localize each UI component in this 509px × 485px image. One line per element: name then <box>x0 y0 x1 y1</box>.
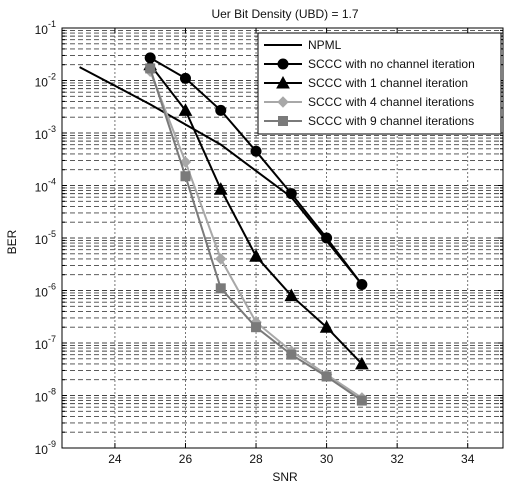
legend-label: SCCC with 1 channel iteration <box>308 76 468 90</box>
data-point <box>287 350 296 359</box>
x-tick-label: 28 <box>249 452 263 466</box>
chart-title: Uer Bit Density (UBD) = 1.7 <box>211 7 358 21</box>
data-point <box>146 64 155 73</box>
legend-label: SCCC with 4 channel iterations <box>308 95 474 109</box>
data-point <box>357 396 366 405</box>
data-point <box>216 284 225 293</box>
data-point <box>322 372 331 381</box>
data-point <box>216 105 226 115</box>
data-point <box>251 146 261 156</box>
x-tick-label: 32 <box>390 452 404 466</box>
legend-marker <box>278 59 288 69</box>
x-tick-label: 30 <box>320 452 334 466</box>
legend-label: SCCC with no channel iteration <box>308 57 475 71</box>
y-axis-label: BER <box>5 229 19 254</box>
legend-label: SCCC with 9 channel iterations <box>308 114 474 128</box>
legend: NPML SCCC with no channel iteration SCCC w… <box>258 33 501 134</box>
data-point <box>286 189 296 199</box>
x-tick-label: 34 <box>461 452 475 466</box>
data-point <box>357 280 367 290</box>
data-point <box>181 172 190 181</box>
x-tick-label: 26 <box>179 452 193 466</box>
data-point <box>322 233 332 243</box>
legend-label: NPML <box>308 38 342 52</box>
legend-marker <box>279 117 288 126</box>
data-point <box>180 73 190 83</box>
x-axis-label: SNR <box>272 470 298 484</box>
data-point <box>252 323 261 332</box>
x-tick-label: 24 <box>108 452 122 466</box>
